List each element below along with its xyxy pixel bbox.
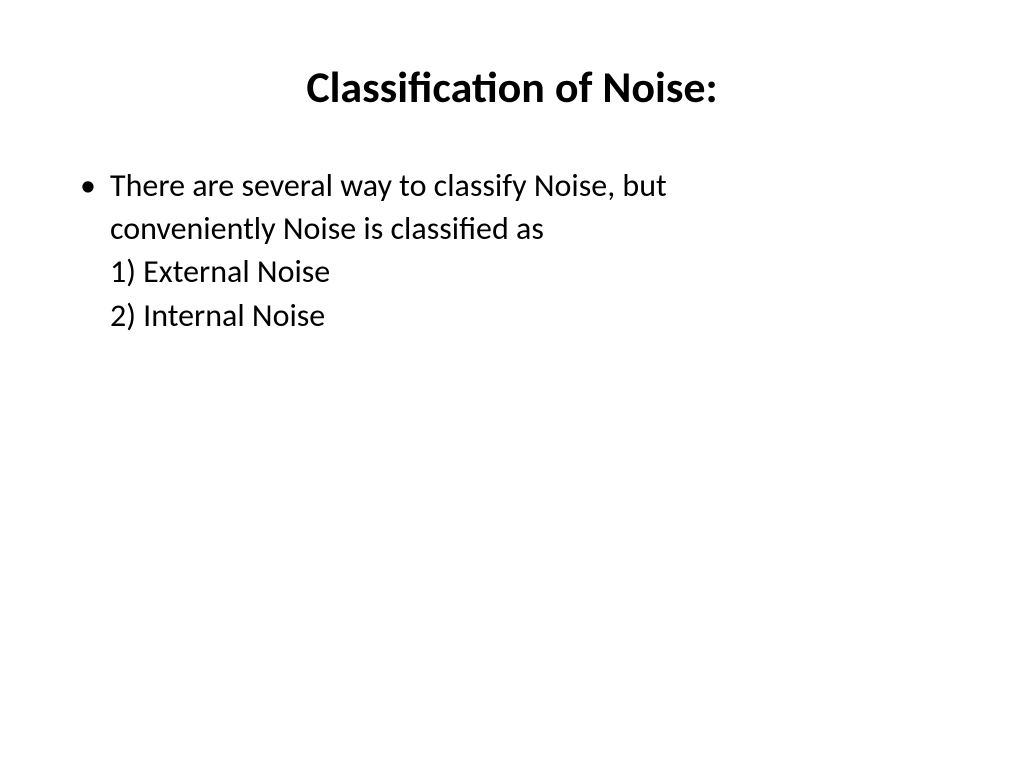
slide-content: There are several way to classify Noise,… xyxy=(70,164,954,337)
slide-title: Classification of Noise: xyxy=(70,60,954,114)
bullet-text-line: 2) Internal Noise xyxy=(110,294,954,337)
bullet-text-line: 1) External Noise xyxy=(110,250,954,293)
bullet-text-line: conveniently Noise is classified as xyxy=(110,207,954,250)
bullet-item: There are several way to classify Noise,… xyxy=(70,164,954,337)
bullet-list: There are several way to classify Noise,… xyxy=(70,164,954,337)
bullet-text-line: There are several way to classify Noise,… xyxy=(110,164,954,207)
